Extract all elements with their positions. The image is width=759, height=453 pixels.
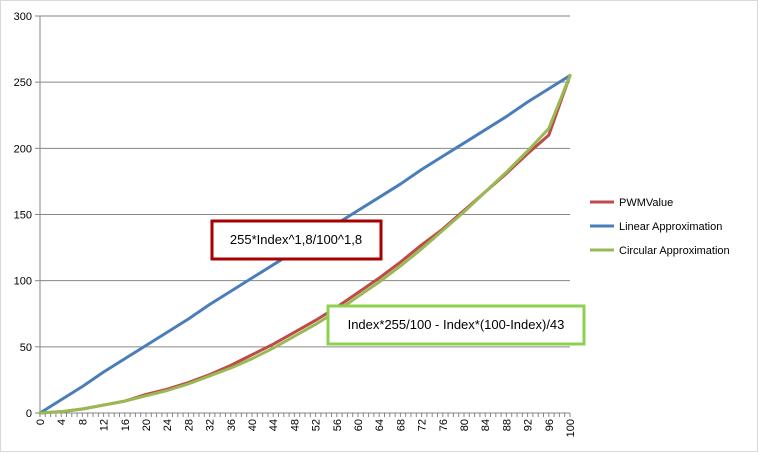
annotation-box-2: [326, 304, 586, 346]
y-tick-label: 200: [14, 143, 32, 155]
x-tick-label: 40: [247, 419, 259, 431]
legend: PWMValue Linear Approximation Circular App…: [590, 197, 730, 257]
x-tick-label: 28: [183, 419, 195, 431]
annotation-text-2: Index*255/100 - Index*(100-Index)/43: [348, 317, 565, 332]
x-tick-label: 52: [311, 419, 323, 431]
annotation-text-1: 255*Index^1,8/100^1,8: [230, 232, 362, 247]
x-tick-label: 84: [480, 419, 492, 431]
x-tick-label: 64: [374, 419, 386, 431]
x-tick-label: 72: [417, 419, 429, 431]
y-tick-label: 150: [14, 210, 32, 222]
x-tick-label: 12: [99, 419, 111, 431]
legend-label-linear-approximation: Linear Approximation: [619, 221, 722, 233]
x-tick-label: 76: [438, 419, 450, 431]
x-tick-label: 16: [120, 419, 132, 431]
x-tick-label: 48: [289, 419, 301, 431]
x-tick-label: 60: [353, 419, 365, 431]
x-tick-label: 32: [205, 419, 217, 431]
x-tick-label: 44: [268, 419, 280, 431]
x-tick-label: 100: [565, 419, 577, 437]
x-tick-label: 56: [332, 419, 344, 431]
series-line-circular-approximation: [38, 74, 572, 415]
x-tick-label: 92: [523, 419, 535, 431]
x-tick-label: 0: [35, 419, 47, 425]
y-tick-label: 300: [14, 11, 32, 23]
y-tick-label: 250: [14, 77, 32, 89]
annotation-box-1: [210, 219, 383, 261]
grid-layer: [40, 15, 570, 348]
y-tick-label: 0: [26, 408, 32, 420]
x-tick-label: 88: [501, 419, 513, 431]
x-tick-label: 36: [226, 419, 238, 431]
y-tick-label: 100: [14, 276, 32, 288]
x-tick-label: 4: [56, 419, 68, 425]
x-tick-label: 20: [141, 419, 153, 431]
x-tick-label: 80: [459, 419, 471, 431]
legend-label-pwmvalue: PWMValue: [619, 197, 673, 209]
annotation-layer: 255*Index^1,8/100^1,8 Index*255/100 - Ind…: [210, 219, 586, 346]
x-tick-label: 24: [162, 419, 174, 431]
x-tick-label: 96: [544, 419, 556, 431]
x-tick-label: 8: [77, 419, 89, 425]
legend-label-circular-approximation: Circular Approximation: [619, 245, 730, 257]
y-tick-label: 50: [20, 342, 32, 354]
x-tick-label: 68: [395, 419, 407, 431]
